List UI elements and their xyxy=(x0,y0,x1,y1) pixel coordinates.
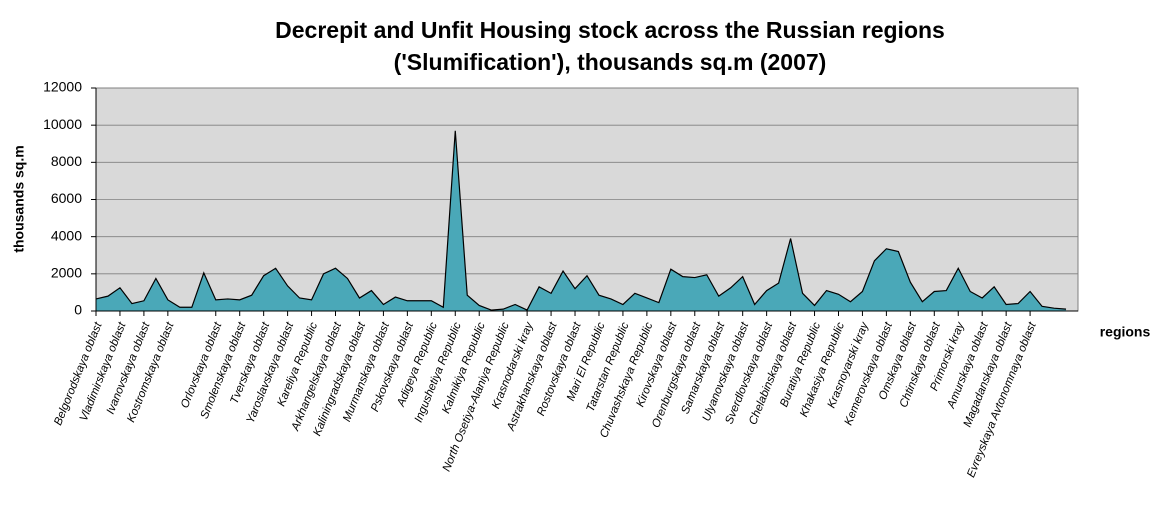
y-axis-title: thousands sq.m xyxy=(11,145,27,252)
y-tick-label: 4000 xyxy=(51,227,82,243)
chart-title: ('Slumification'), thousands sq.m (2007) xyxy=(394,49,827,75)
y-tick-label: 2000 xyxy=(51,265,82,281)
y-tick-label: 0 xyxy=(74,302,82,318)
y-tick-label: 10000 xyxy=(43,116,82,132)
y-tick-label: 12000 xyxy=(43,79,82,95)
x-axis-title: regions xyxy=(1100,324,1151,340)
area-line xyxy=(95,130,1067,311)
y-tick-label: 6000 xyxy=(51,190,82,206)
area xyxy=(96,130,1067,311)
chart-title: Decrepit and Unfit Housing stock across … xyxy=(275,17,945,43)
y-tick-label: 8000 xyxy=(51,153,82,169)
